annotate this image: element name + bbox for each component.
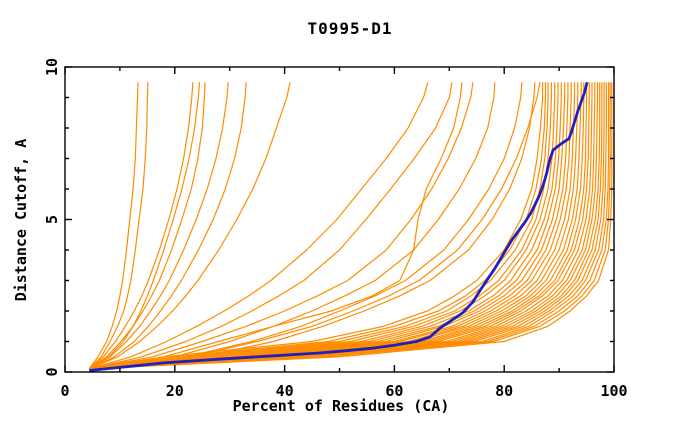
model-curve <box>89 82 605 370</box>
model-curve <box>89 82 569 370</box>
model-curve <box>89 82 453 370</box>
x-tick-label: 40 <box>276 382 294 400</box>
model-curve <box>89 82 553 370</box>
model-curve <box>89 82 590 370</box>
model-curve <box>89 82 603 370</box>
model-curve <box>88 82 291 370</box>
model-curve <box>88 82 229 370</box>
x-tick-label: 80 <box>495 382 513 400</box>
model-curve <box>89 82 607 370</box>
x-tick-label: 100 <box>600 382 627 400</box>
model-curve <box>89 82 585 370</box>
model-curve <box>89 82 544 370</box>
x-axis-label: Percent of Residues (CA) <box>232 397 450 415</box>
model-curve <box>89 82 588 370</box>
y-tick-label: 5 <box>43 215 61 224</box>
model-curve <box>89 82 611 370</box>
y-tick-label: 0 <box>43 367 61 376</box>
model-curve <box>89 82 536 370</box>
x-tick-label: 60 <box>385 382 403 400</box>
model-curve <box>88 82 206 370</box>
model-curve <box>89 82 463 370</box>
model-curve <box>88 82 194 370</box>
model-curve <box>89 82 559 370</box>
model-curve <box>88 82 139 370</box>
model-curve <box>89 82 601 370</box>
model-curve <box>89 82 599 370</box>
model-curve <box>89 82 549 370</box>
model-curve <box>88 82 149 370</box>
model-curve <box>89 82 429 370</box>
model-curve <box>89 82 596 370</box>
x-tick-label: 20 <box>166 382 184 400</box>
model-curve <box>89 82 556 370</box>
model-curve <box>89 82 523 370</box>
model-curve <box>89 82 613 370</box>
x-tick-label: 0 <box>60 382 69 400</box>
model-curve <box>89 82 582 370</box>
chart-title: T0995-D1 <box>307 19 393 38</box>
model-curve <box>89 82 576 370</box>
model-curve <box>89 82 566 370</box>
model-curve <box>88 82 247 370</box>
model-curve <box>88 82 201 370</box>
y-axis-label: Distance Cutoff, A <box>12 138 30 302</box>
model-curve <box>89 82 610 370</box>
model-curve <box>89 82 541 370</box>
y-tick-label: 10 <box>43 58 61 76</box>
model-curve <box>89 82 562 370</box>
model-curve <box>89 82 474 370</box>
model-curve <box>89 82 579 370</box>
highlight-curve <box>89 81 589 372</box>
model-curve <box>89 82 593 370</box>
model-curve <box>89 82 496 370</box>
